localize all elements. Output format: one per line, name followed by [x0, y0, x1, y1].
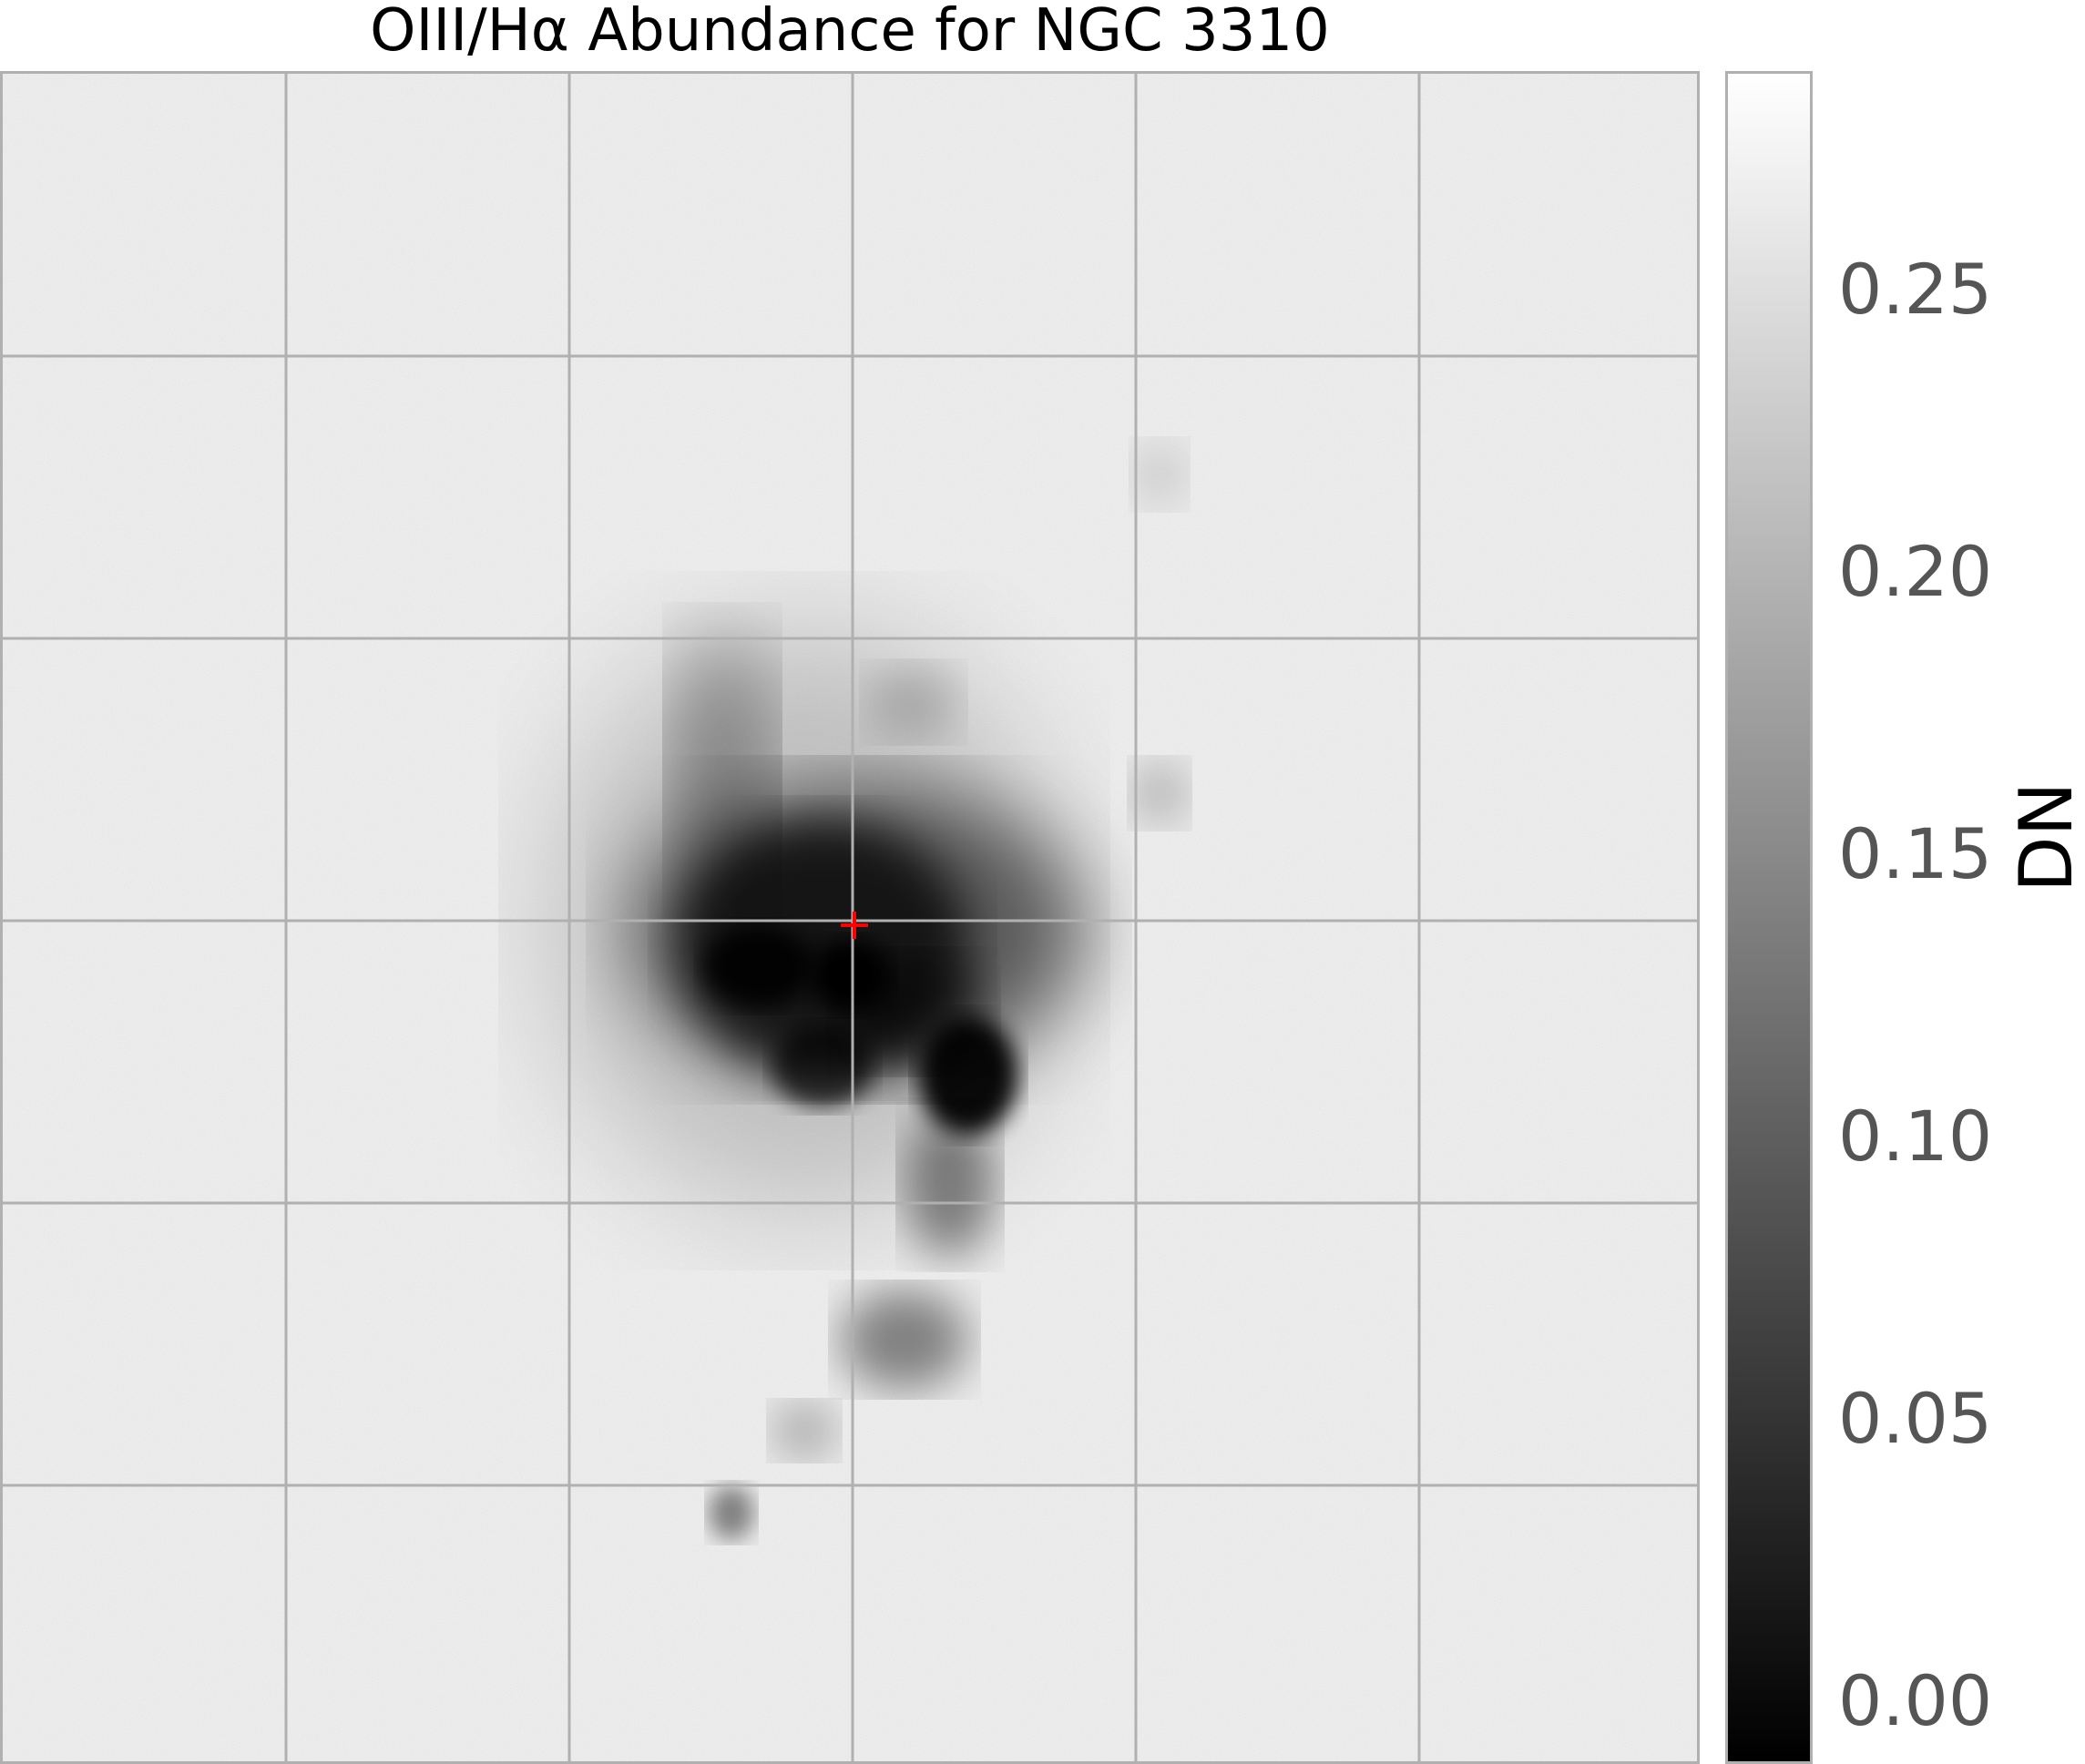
colorbar-tick: 0.15: [1838, 813, 1993, 894]
colorbar-tick: 0.00: [1838, 1660, 1993, 1741]
plot-title: OIII/Hα Abundance for NGC 3310: [370, 0, 1330, 65]
colorbar-tick: 0.10: [1838, 1096, 1993, 1177]
galaxy-image: [0, 71, 1700, 1764]
colorbar-tick: 0.05: [1838, 1378, 1993, 1459]
colorbar: [1725, 71, 1813, 1764]
colorbar-label: DN: [2004, 781, 2085, 892]
coordinate-grid: [3, 74, 1697, 1761]
colorbar-tick: 0.20: [1838, 531, 1993, 612]
colorbar-tick: 0.25: [1838, 249, 1993, 330]
galaxy-image-canvas: [3, 74, 1697, 1761]
center-marker: [841, 912, 868, 939]
